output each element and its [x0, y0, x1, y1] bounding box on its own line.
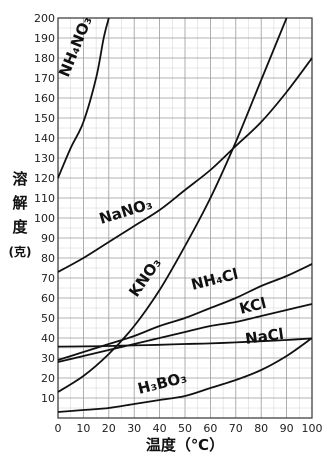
y-tick-label: 190	[34, 32, 55, 45]
x-tick-label: 100	[302, 422, 323, 435]
y-tick-label: 80	[41, 252, 55, 265]
x-tick-label: 10	[76, 422, 90, 435]
y-tick-label: 60	[41, 292, 55, 305]
x-tick-labels: 0 10 20 30 40 50 60 70 80 90 100	[55, 422, 323, 435]
x-axis-title: 温度（℃）	[146, 436, 224, 454]
y-axis-title: 溶解度 (克)	[9, 170, 32, 259]
y-tick-label: 170	[34, 72, 55, 85]
y-tick-label: 70	[41, 272, 55, 285]
y-tick-label: 130	[34, 152, 55, 165]
series-line	[57, 303, 313, 363]
y-tick-label: 30	[41, 352, 55, 365]
y-tick-label: 40	[41, 332, 55, 345]
series-group	[57, 17, 313, 413]
y-tick-label: 120	[34, 172, 55, 185]
series-line	[57, 337, 313, 413]
y-tick-label: 180	[34, 52, 55, 65]
series-line	[57, 17, 110, 179]
y-axis-title-char: 溶	[12, 170, 27, 188]
y-tick-label: 110	[34, 192, 55, 205]
series-label: NaCl	[244, 325, 285, 348]
x-tick-label: 80	[254, 422, 268, 435]
x-tick-label: 20	[102, 422, 116, 435]
series-line	[57, 337, 313, 348]
y-axis-title-char: (克)	[9, 244, 32, 259]
x-tick-label: 30	[127, 422, 141, 435]
series-line	[57, 17, 288, 393]
y-axis-title-char: 解	[12, 194, 27, 212]
x-tick-label: 40	[153, 422, 167, 435]
x-tick-label: 90	[280, 422, 294, 435]
x-tick-label: 60	[203, 422, 217, 435]
y-tick-label: 150	[34, 112, 55, 125]
y-axis-title-char: 度	[12, 218, 28, 236]
series-line	[57, 57, 313, 273]
y-tick-label: 50	[41, 312, 55, 325]
y-tick-label: 100	[34, 212, 55, 225]
y-tick-labels: 10 20 30 40 50 60 70 80 90 100 110 120 130 140 150 160 1…	[34, 12, 55, 405]
y-tick-label: 90	[41, 232, 55, 245]
plot-frame	[57, 17, 313, 419]
x-tick-label: 0	[55, 422, 62, 435]
x-tick-label: 50	[178, 422, 192, 435]
y-tick-label: 20	[41, 372, 55, 385]
y-tick-label: 140	[34, 132, 55, 145]
y-tick-label: 200	[34, 12, 55, 25]
y-tick-label: 10	[41, 392, 55, 405]
y-tick-label: 160	[34, 92, 55, 105]
x-tick-label: 70	[229, 422, 243, 435]
